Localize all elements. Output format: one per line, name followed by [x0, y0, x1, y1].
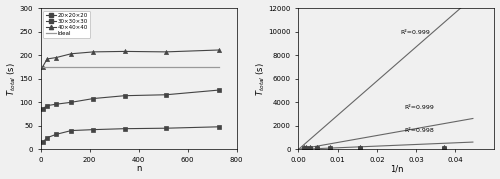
- Text: R²=0.999: R²=0.999: [404, 105, 434, 110]
- X-axis label: 1/n: 1/n: [390, 165, 403, 173]
- X-axis label: n: n: [136, 165, 141, 173]
- Text: R²=0.998: R²=0.998: [404, 128, 434, 133]
- Text: R²=0.999: R²=0.999: [400, 30, 430, 35]
- Y-axis label: $T_{total}$ (s): $T_{total}$ (s): [254, 62, 267, 96]
- Y-axis label: $T_{total}$ (s): $T_{total}$ (s): [6, 62, 18, 96]
- Legend: 20×20×20, 30×30×30, 40×40×40, Ideal: 20×20×20, 30×30×30, 40×40×40, Ideal: [44, 11, 90, 38]
